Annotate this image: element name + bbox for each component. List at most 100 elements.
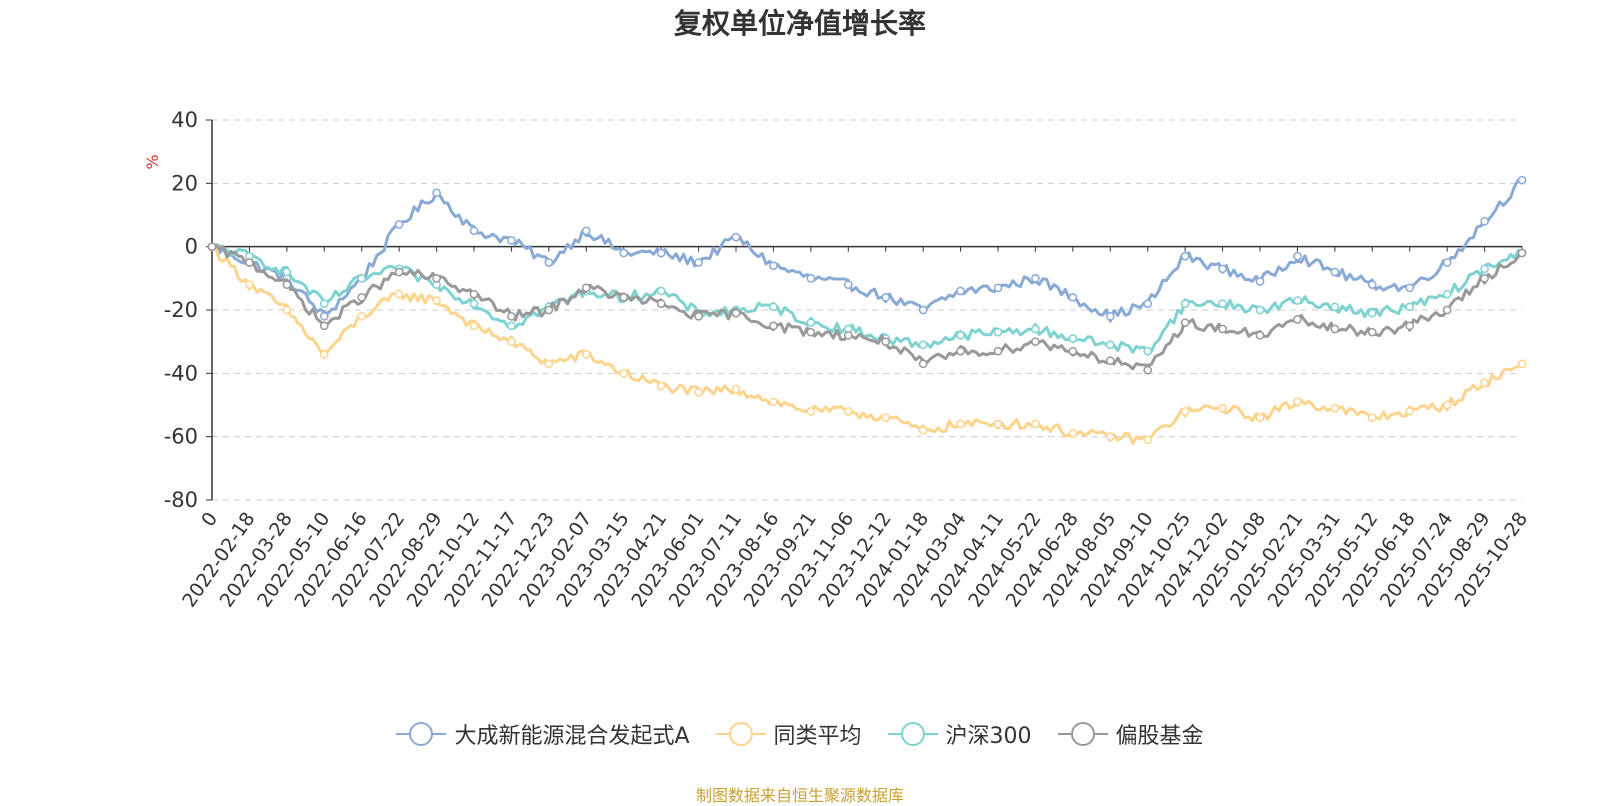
data-point (918, 425, 928, 435)
data-point (544, 359, 554, 369)
data-point (993, 346, 1003, 356)
data-point (956, 346, 965, 356)
data-point (806, 273, 816, 283)
data-source-note: 制图数据来自恒生聚源数据库 (695, 786, 904, 805)
data-point (843, 280, 853, 290)
legend-label: 同类平均 (773, 724, 862, 749)
legend-marker-icon (715, 722, 766, 746)
data-point (881, 413, 891, 423)
legend-item-fund[interactable]: 大成新能源混合发起式A (396, 718, 690, 750)
data-point (1031, 337, 1040, 347)
data-point (1442, 289, 1452, 299)
y-tick-label: -80 (164, 488, 198, 512)
legend-label: 偏股基金 (1115, 724, 1204, 749)
data-point (1143, 365, 1153, 375)
data-point (357, 311, 367, 321)
series-line (211, 243, 1524, 371)
data-point (956, 286, 965, 296)
data-point (507, 337, 516, 347)
data-point (469, 321, 479, 331)
data-point (319, 299, 329, 309)
data-point (1143, 435, 1153, 445)
data-point (769, 321, 778, 331)
data-point (1218, 403, 1227, 413)
data-point (1218, 299, 1227, 309)
data-point (1330, 302, 1340, 312)
data-point (319, 311, 329, 321)
data-point (656, 299, 666, 309)
y-tick-label: 40 (171, 108, 198, 132)
data-point (394, 220, 404, 229)
legend-item-peer-average[interactable]: 同类平均 (715, 718, 862, 750)
legend-item-equity-funds[interactable]: 偏股基金 (1057, 718, 1204, 750)
data-point (1405, 283, 1415, 293)
data-point (881, 337, 891, 347)
data-point (918, 359, 928, 369)
series-layer (207, 175, 1527, 445)
data-point (1517, 359, 1527, 369)
data-point (1367, 280, 1377, 290)
data-point (282, 280, 292, 290)
data-point (619, 368, 629, 378)
data-point (1330, 403, 1340, 413)
data-point (1031, 324, 1040, 334)
data-point (245, 258, 254, 267)
data-point (1031, 419, 1040, 429)
data-point (1293, 251, 1302, 261)
data-point (1180, 299, 1190, 309)
data-point (1255, 277, 1265, 286)
data-point (507, 321, 516, 331)
data-point (694, 258, 703, 267)
data-point (1218, 264, 1227, 274)
data-point (619, 292, 629, 302)
legend-label: 沪深300 (945, 724, 1032, 749)
data-point (432, 296, 441, 305)
legend-item-csi300[interactable]: 沪深300 (887, 718, 1032, 750)
data-point (1143, 346, 1153, 356)
y-tick-label: -40 (164, 361, 198, 385)
data-point (1517, 248, 1527, 258)
data-point (319, 349, 329, 359)
data-point (918, 340, 928, 350)
data-point (432, 188, 441, 198)
legend-marker-icon (887, 722, 938, 746)
data-point (245, 280, 254, 290)
y-tick-label: -20 (164, 298, 198, 322)
data-point (806, 406, 816, 416)
data-point (432, 273, 441, 283)
data-point (1105, 311, 1115, 321)
data-point (1480, 378, 1489, 388)
data-point (1143, 299, 1153, 309)
series-line (211, 245, 1523, 445)
data-point (394, 289, 404, 299)
data-point (956, 419, 965, 429)
data-point (1442, 258, 1452, 267)
data-point (1442, 400, 1452, 410)
data-point (1405, 406, 1415, 416)
data-point (993, 419, 1003, 429)
data-point (1330, 324, 1340, 334)
grid-layer (212, 119, 1522, 501)
data-point (918, 305, 928, 315)
data-point (694, 311, 703, 321)
data-point (1367, 413, 1377, 423)
series-line (211, 243, 1523, 356)
data-point (656, 286, 666, 296)
data-point (993, 327, 1003, 337)
data-point (656, 248, 666, 258)
data-point (731, 308, 741, 318)
data-point (1180, 251, 1190, 261)
data-point (1405, 321, 1415, 331)
data-point (1367, 308, 1377, 318)
legend: 大成新能源混合发起式A 同类平均 沪深300 偏股基金 (0, 718, 1600, 750)
y-tick-label: -60 (164, 425, 198, 449)
data-point (1105, 356, 1115, 366)
data-point (769, 397, 778, 407)
data-point (357, 292, 367, 302)
data-point (1517, 175, 1527, 185)
data-point (881, 292, 891, 302)
data-point (843, 406, 853, 416)
data-point (806, 318, 816, 328)
data-point (319, 321, 329, 331)
